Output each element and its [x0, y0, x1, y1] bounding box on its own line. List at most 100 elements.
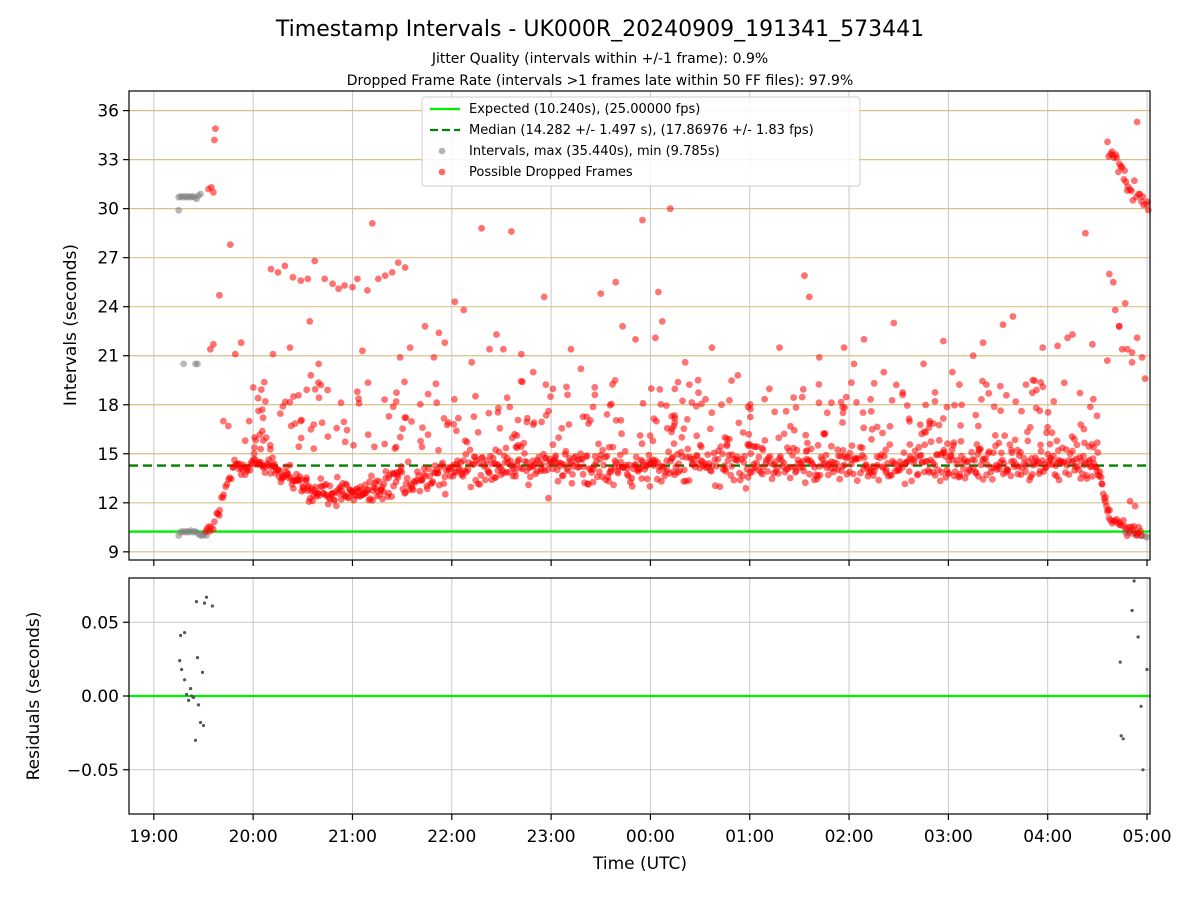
dropped-frame-point: [953, 456, 961, 464]
dropped-frame-point: [394, 473, 402, 481]
dropped-frame-point: [549, 441, 557, 449]
intervals-y-tick-label: 30: [97, 200, 119, 220]
intervals-y-tick-label: 9: [108, 543, 119, 563]
residual-point: [1141, 768, 1145, 772]
dropped-frame-point: [324, 433, 332, 440]
dropped-frame-point: [853, 399, 860, 406]
dropped-frame-point: [317, 475, 325, 482]
dropped-frame-point: [210, 188, 217, 196]
dropped-frame-point: [828, 442, 835, 450]
dropped-frame-point: [429, 478, 437, 486]
dropped-frame-point: [388, 493, 395, 500]
dropped-frame-point: [616, 451, 624, 459]
intervals-y-tick-label: 36: [97, 102, 119, 122]
dropped-frame-point: [486, 345, 493, 353]
dropped-frame-point: [226, 241, 234, 249]
residual-point: [195, 656, 200, 660]
dropped-frame-point: [380, 480, 388, 488]
dropped-frame-point: [940, 337, 947, 345]
dropped-frame-point: [309, 497, 316, 505]
residual-point: [1130, 608, 1134, 613]
dropped-frame-point: [728, 377, 735, 384]
dropped-frame-point: [669, 454, 676, 461]
dropped-frame-point: [568, 479, 576, 487]
dropped-frame-point: [424, 390, 432, 398]
intervals-y-tick-label: 27: [97, 249, 119, 269]
dropped-frame-point: [945, 469, 952, 477]
dropped-frame-point: [927, 438, 935, 446]
dropped-frame-point: [708, 344, 716, 351]
dropped-frame-point: [396, 354, 404, 361]
legend-label-median: Median (14.282 +/- 1.497 s), (17.86976 +…: [469, 123, 814, 138]
dropped-frame-point: [508, 434, 516, 442]
dropped-frame-point: [1128, 349, 1136, 356]
dropped-frame-point: [873, 423, 881, 431]
dropped-frame-point: [782, 407, 790, 415]
dropped-frame-point: [722, 468, 730, 475]
dropped-frame-point: [374, 275, 382, 283]
dropped-frame-point: [671, 385, 679, 393]
dropped-frame-point: [440, 415, 448, 422]
dropped-frame-point: [1118, 345, 1126, 353]
dropped-frame-point: [632, 461, 639, 468]
dropped-frame-point: [1008, 446, 1015, 454]
dropped-frame-point: [1004, 466, 1012, 474]
dropped-frame-point: [1115, 322, 1123, 330]
residuals-y-ticks: −0.05 0.00 0.05: [67, 613, 129, 781]
dropped-frame-point: [549, 385, 557, 393]
dropped-frame-point: [279, 403, 287, 410]
dropped-frame-point: [997, 407, 1004, 415]
dropped-frame-point: [569, 471, 576, 478]
dropped-frame-point: [267, 265, 275, 273]
dropped-frame-point: [1039, 344, 1047, 351]
dropped-frame-point: [666, 205, 674, 213]
dropped-frame-point: [297, 434, 305, 442]
dropped-frame-point: [728, 463, 736, 470]
dropped-frame-point: [1032, 404, 1040, 412]
dropped-frame-point: [957, 437, 965, 445]
dropped-frame-point: [1022, 381, 1030, 388]
dropped-frame-point: [1093, 439, 1101, 447]
dropped-frame-point: [751, 443, 759, 451]
dropped-frame-point: [798, 393, 806, 401]
legend: Expected (10.240s), (25.00000 fps) Media…: [421, 96, 861, 187]
dropped-frame-point: [614, 469, 622, 477]
dropped-frame-point: [931, 472, 939, 479]
dropped-frame-point: [440, 480, 448, 487]
dropped-frame-point: [860, 454, 868, 462]
dropped-frame-point: [839, 409, 847, 417]
dropped-frame-point: [276, 410, 284, 417]
dropped-frame-point: [577, 365, 585, 373]
dropped-frame-point: [311, 257, 319, 265]
dropped-frame-point: [982, 455, 989, 463]
dropped-frame-point: [555, 434, 562, 441]
dropped-frame-point: [787, 422, 794, 430]
dropped-frame-point: [513, 444, 521, 451]
dropped-frame-point: [1141, 375, 1149, 382]
dropped-frame-point: [554, 477, 562, 485]
dropped-frame-point: [888, 397, 896, 404]
dropped-frame-point: [257, 445, 265, 453]
dropped-frame-point: [776, 344, 783, 351]
dropped-frame-point: [512, 472, 519, 480]
dropped-frame-point: [908, 477, 915, 485]
intervals-y-axis-label: Intervals (seconds): [61, 244, 81, 406]
dropped-frame-point: [1024, 428, 1031, 436]
dropped-frame-point: [632, 336, 639, 343]
dropped-frame-point: [600, 461, 607, 469]
dropped-frame-point: [639, 399, 647, 407]
dropped-frame-point: [495, 404, 502, 412]
dropped-frame-point: [686, 381, 693, 388]
dropped-frame-point: [333, 473, 341, 481]
dropped-frame-point: [755, 453, 763, 461]
dropped-frame-point: [939, 415, 947, 422]
dropped-frame-point: [658, 477, 665, 485]
dropped-frame-point: [685, 477, 693, 484]
dropped-frame-point: [481, 476, 489, 484]
dropped-frame-point: [489, 454, 497, 462]
dropped-frame-point: [540, 293, 548, 301]
dropped-frame-point: [914, 470, 922, 478]
dropped-frame-point: [297, 417, 305, 425]
dropped-frame-point: [388, 269, 396, 276]
dropped-frame-point: [766, 453, 774, 460]
